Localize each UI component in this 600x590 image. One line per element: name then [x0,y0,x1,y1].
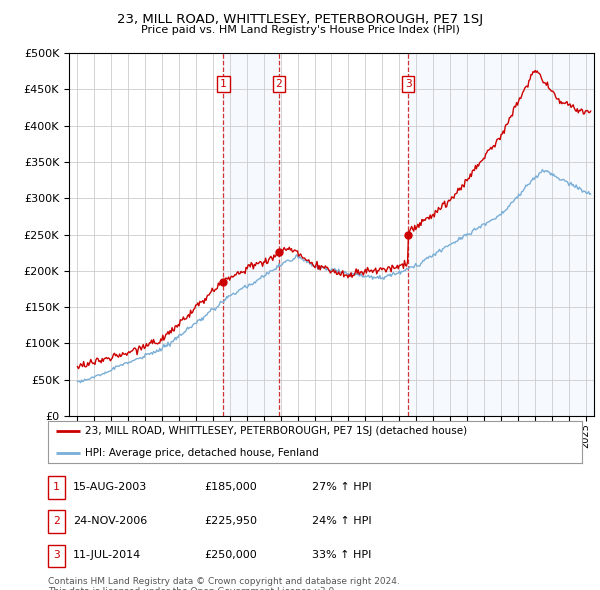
Bar [223,53,279,416]
Text: £185,000: £185,000 [204,482,257,491]
Text: 3: 3 [53,550,60,560]
Text: 24% ↑ HPI: 24% ↑ HPI [312,516,371,526]
Text: £250,000: £250,000 [204,550,257,560]
Text: 1: 1 [220,79,227,89]
Text: 24-NOV-2006: 24-NOV-2006 [73,516,148,526]
Text: 3: 3 [405,79,412,89]
Text: 11-JUL-2014: 11-JUL-2014 [73,550,142,560]
Text: 27% ↑ HPI: 27% ↑ HPI [312,482,371,491]
Text: Price paid vs. HM Land Registry's House Price Index (HPI): Price paid vs. HM Land Registry's House … [140,25,460,35]
Text: £225,950: £225,950 [204,516,257,526]
Text: 2: 2 [53,516,60,526]
Text: 2: 2 [275,79,283,89]
Bar [408,53,594,416]
Text: Contains HM Land Registry data © Crown copyright and database right 2024.
This d: Contains HM Land Registry data © Crown c… [48,577,400,590]
Text: 23, MILL ROAD, WHITTLESEY, PETERBOROUGH, PE7 1SJ: 23, MILL ROAD, WHITTLESEY, PETERBOROUGH,… [117,13,483,26]
Text: 23, MILL ROAD, WHITTLESEY, PETERBOROUGH, PE7 1SJ (detached house): 23, MILL ROAD, WHITTLESEY, PETERBOROUGH,… [85,427,467,436]
Text: HPI: Average price, detached house, Fenland: HPI: Average price, detached house, Fenl… [85,448,319,457]
Text: 33% ↑ HPI: 33% ↑ HPI [312,550,371,560]
Text: 1: 1 [53,482,60,491]
Text: 15-AUG-2003: 15-AUG-2003 [73,482,148,491]
